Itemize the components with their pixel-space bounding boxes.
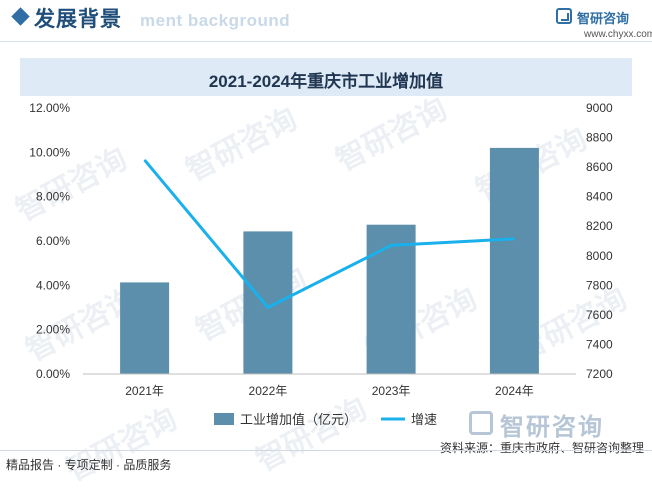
x-tick-label: 2023年 — [372, 384, 411, 398]
right-tick-label: 7600 — [586, 308, 613, 322]
left-axis: 0.00% 2.00% 4.00% 6.00% 8.00% 10.00% 12.00% — [29, 101, 70, 381]
right-tick-label: 8000 — [586, 249, 613, 263]
header-divider — [0, 41, 652, 42]
legend: 工业增加值（亿元） 增速 — [214, 412, 437, 427]
line-point — [390, 244, 392, 246]
x-tick-label: 2022年 — [249, 384, 288, 398]
right-tick-label: 8800 — [586, 131, 613, 145]
chart-title: 2021-2024年重庆市工业增加值 — [208, 72, 444, 91]
right-tick-label: 7400 — [586, 337, 613, 351]
legend-bar-swatch — [214, 413, 234, 425]
x-tick-label: 2024年 — [495, 384, 534, 398]
line-group — [143, 159, 515, 310]
left-tick-label: 4.00% — [36, 278, 70, 292]
left-tick-label: 6.00% — [36, 234, 70, 248]
footer-divider — [0, 450, 652, 451]
header: 发展背景 ment background 智研咨询 www.chyxx.com — [0, 0, 652, 42]
brand-name: 智研咨询 — [500, 414, 604, 441]
right-tick-label: 7800 — [586, 278, 613, 292]
left-tick-label: 10.00% — [29, 145, 70, 159]
logo-name: 智研咨询 — [577, 11, 630, 26]
x-tick-label: 2021年 — [125, 384, 164, 398]
line-point — [267, 307, 269, 308]
bar — [366, 224, 416, 374]
chart: 0.00% 2.00% 4.00% 6.00% 8.00% 10.00% 12.00% 72… — [29, 101, 613, 427]
line-point — [144, 159, 146, 161]
right-tick-label: 8600 — [586, 160, 613, 174]
growth-rate-line — [143, 159, 515, 310]
section-watermark: ment background — [140, 11, 291, 30]
left-tick-label: 12.00% — [29, 101, 70, 115]
left-tick-label: 8.00% — [36, 190, 70, 204]
bar — [120, 282, 170, 374]
right-tick-label: 7200 — [586, 367, 613, 381]
right-axis: 7200 7400 7600 7800 8000 8200 8400 8600 8800 9000 — [586, 101, 613, 381]
line-point — [513, 238, 515, 240]
chart-title-band: 2021-2024年重庆市工业增加值 — [20, 58, 632, 96]
footer-slogan: 精品报告 · 专项定制 · 品质服务 — [6, 458, 172, 472]
logo-icon — [556, 8, 572, 24]
right-tick-label: 8400 — [586, 190, 613, 204]
right-tick-label: 8200 — [586, 219, 613, 233]
brand-logo-icon — [469, 411, 493, 435]
logo-url: www.chyxx.com — [584, 29, 652, 40]
bar — [243, 231, 293, 374]
left-tick-label: 2.00% — [36, 323, 70, 337]
section-title: 发展背景 — [34, 8, 122, 31]
x-axis: 2021年 2022年 2023年 2024年 — [125, 384, 534, 398]
right-tick-label: 9000 — [586, 101, 613, 115]
left-tick-label: 0.00% — [36, 367, 70, 381]
legend-bar-label: 工业增加值（亿元） — [240, 412, 357, 427]
bar-group — [120, 147, 539, 374]
footer-source: 资料来源：重庆市政府、智研咨询整理 — [439, 441, 644, 455]
legend-line-label: 增速 — [411, 412, 437, 427]
bar — [489, 147, 539, 374]
